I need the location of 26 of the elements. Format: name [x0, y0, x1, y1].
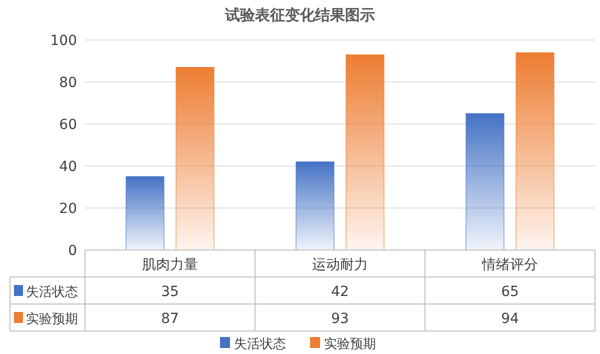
- bar: [296, 162, 334, 250]
- bar: [176, 67, 214, 250]
- bar: [346, 54, 384, 250]
- data-label: 65: [501, 284, 519, 300]
- x-tick-label: 情绪评分: [481, 257, 538, 273]
- bar: [466, 113, 504, 250]
- data-label: 87: [161, 311, 179, 327]
- bar: [126, 176, 164, 250]
- data-label: 35: [161, 284, 179, 300]
- legend-label: 失活状态: [26, 285, 78, 300]
- legend-label: 实验预期: [324, 337, 376, 352]
- y-tick-label: 0: [68, 243, 77, 259]
- y-tick-label: 80: [59, 75, 77, 91]
- x-tick-label: 运动耐力: [312, 257, 368, 273]
- y-tick-label: 20: [59, 201, 77, 217]
- text: 失活状态: [234, 337, 286, 352]
- data-label: 94: [501, 311, 519, 327]
- x-tick-label: 肌肉力量: [142, 257, 198, 273]
- y-tick-label: 40: [59, 159, 77, 175]
- bar: [516, 52, 554, 250]
- y-tick-label: 60: [59, 117, 77, 133]
- data-label: 93: [331, 311, 349, 327]
- text: 实验预期: [26, 312, 78, 327]
- data-label: 42: [331, 284, 349, 300]
- chart-title: 试验表征变化结果图示: [224, 6, 375, 24]
- y-tick-label: 100: [50, 33, 77, 49]
